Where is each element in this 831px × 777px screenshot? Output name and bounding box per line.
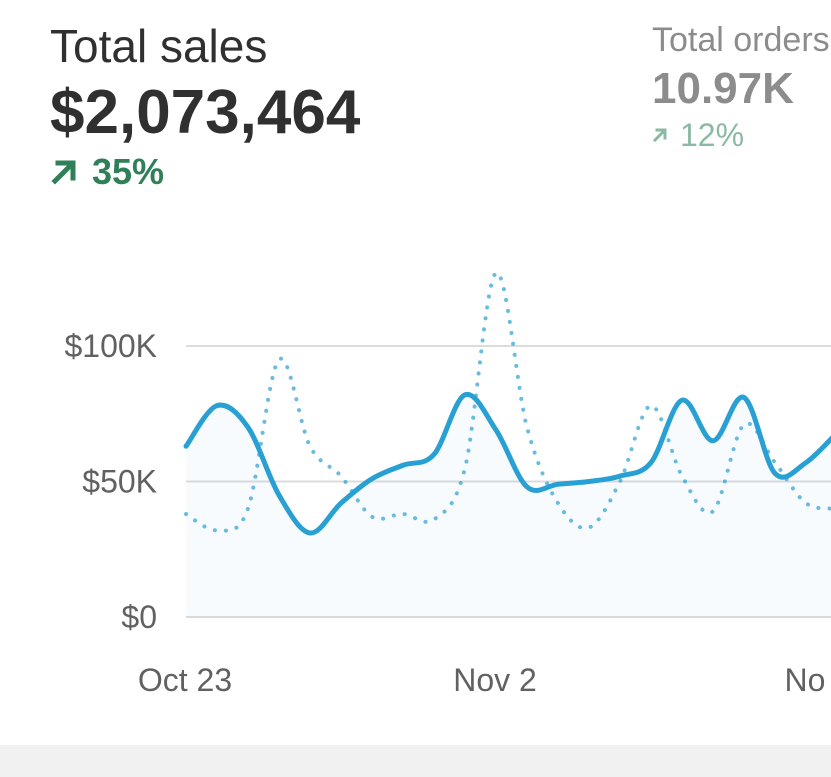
total-sales-change-text: 35% — [92, 151, 165, 192]
y-tick-label: $0 — [121, 599, 157, 635]
total-orders-change-text: 12% — [680, 117, 745, 153]
comparison-period-line — [184, 270, 831, 533]
total-sales-change: 35% — [50, 150, 360, 194]
y-tick-label: $50K — [82, 464, 157, 500]
total-sales-metric[interactable]: Total sales $2,073,464 35% — [50, 18, 360, 194]
total-sales-label: Total sales — [50, 20, 268, 72]
total-orders-metric[interactable]: Total orders 10.97K 12% — [652, 18, 830, 154]
arrow-up-right-icon — [652, 128, 667, 143]
current-period-line — [183, 392, 831, 536]
x-tick-label: Nov 2 — [453, 662, 537, 698]
series-area — [186, 394, 831, 617]
total-orders-label: Total orders — [652, 21, 830, 59]
sales-card: Total sales $2,073,464 35% Total orders … — [50, 18, 831, 698]
y-tick-label: $100K — [64, 328, 157, 364]
x-tick-label: No — [785, 662, 826, 698]
sales-line-chart: $0 $50K $100K Oct 23 Nov 2 No — [64, 270, 831, 698]
total-sales-value: $2,073,464 — [50, 78, 361, 147]
x-tick-label: Oct 23 — [138, 662, 232, 698]
arrow-up-right-icon — [51, 160, 76, 185]
total-orders-change: 12% — [652, 116, 830, 154]
total-orders-value: 10.97K — [652, 64, 794, 113]
footer-band — [0, 745, 831, 777]
